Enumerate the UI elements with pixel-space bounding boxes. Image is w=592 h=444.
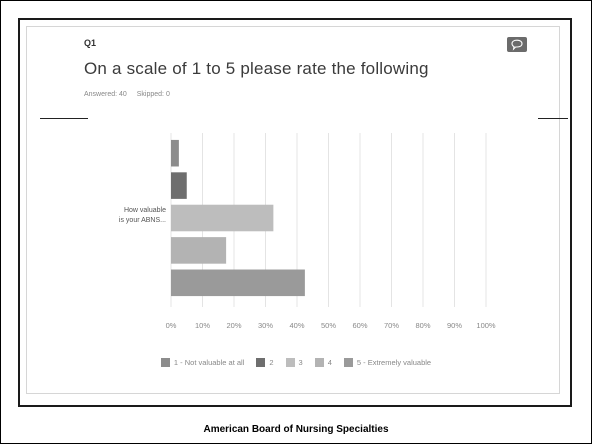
- legend-swatch: [256, 358, 266, 367]
- category-label: is your ABNS...: [119, 217, 166, 224]
- legend-label: 2: [269, 358, 274, 367]
- category-label: How valuable: [124, 207, 166, 214]
- x-tick-label: 100%: [476, 321, 496, 330]
- legend-swatch: [160, 358, 170, 367]
- bar: [171, 269, 305, 297]
- bar: [171, 204, 274, 232]
- legend-item: 1 - Not valuable at all: [160, 358, 245, 367]
- x-tick-label: 60%: [352, 321, 367, 330]
- x-tick-label: 70%: [384, 321, 399, 330]
- bar: [171, 237, 227, 264]
- x-tick-label: 10%: [195, 321, 210, 330]
- chart-bars: [171, 139, 305, 297]
- legend-swatch: [343, 358, 353, 367]
- x-tick-label: 30%: [258, 321, 273, 330]
- right-rule: [538, 118, 568, 119]
- legend-item: 4: [314, 358, 332, 367]
- question-stats: Answered: 40 Skipped: 0: [84, 91, 178, 98]
- bar-chart: 0% 10% 20% 30% 40% 50% 60% 70% 80% 90% 100% How va…: [119, 133, 496, 330]
- footer-text: American Board of Nursing Specialties: [203, 424, 389, 435]
- x-tick-label: 40%: [289, 321, 304, 330]
- question-title: On a scale of 1 to 5 please rate the fol…: [84, 59, 429, 78]
- legend-label: 1 - Not valuable at all: [173, 358, 245, 367]
- survey-card: [26, 26, 560, 394]
- category-labels: How valuable is your ABNS...: [119, 207, 166, 224]
- left-rule: [40, 118, 88, 119]
- bar: [171, 172, 187, 199]
- comment-button[interactable]: [507, 37, 527, 52]
- legend-item: 3: [285, 358, 303, 367]
- x-tick-label: 80%: [415, 321, 430, 330]
- chart-legend: 1 - Not valuable at all 2 3 4 5 - Extremely …: [0, 358, 592, 367]
- legend-item: 2: [256, 358, 274, 367]
- legend-item: 5 - Extremely valuable: [343, 358, 432, 367]
- legend-swatch: [314, 358, 324, 367]
- x-tick-label: 20%: [226, 321, 241, 330]
- question-number: Q1: [84, 38, 97, 48]
- x-tick-label: 50%: [321, 321, 336, 330]
- legend-label: 5 - Extremely valuable: [356, 358, 432, 367]
- speech-bubble-icon: [511, 39, 523, 51]
- legend-label: 4: [327, 358, 332, 367]
- x-axis-ticks: 0% 10% 20% 30% 40% 50% 60% 70% 80% 90% 100%: [166, 321, 496, 330]
- x-tick-label: 0%: [166, 321, 177, 330]
- legend-label: 3: [298, 358, 303, 367]
- skipped-count: Skipped: 0: [136, 91, 170, 98]
- bar: [171, 139, 179, 167]
- answered-count: Answered: 40: [84, 91, 127, 98]
- legend-swatch: [285, 358, 295, 367]
- x-tick-label: 90%: [447, 321, 462, 330]
